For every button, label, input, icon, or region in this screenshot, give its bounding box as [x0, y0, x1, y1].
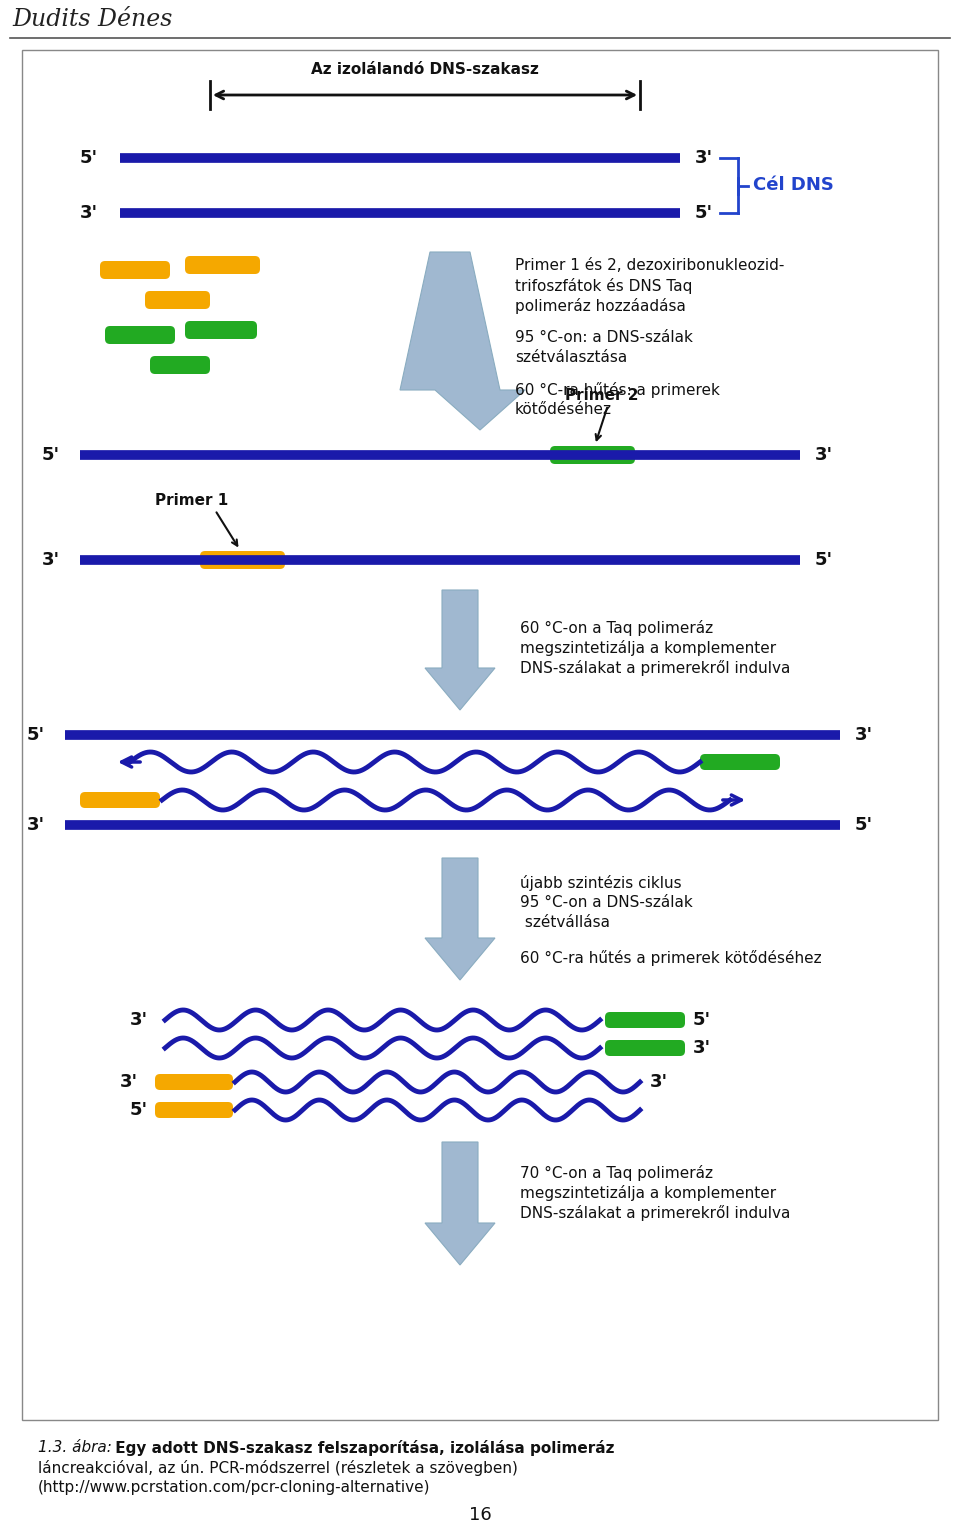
Text: 3': 3' [693, 1039, 711, 1057]
FancyBboxPatch shape [105, 325, 175, 344]
FancyBboxPatch shape [185, 321, 257, 339]
Text: 5': 5' [27, 726, 45, 744]
Text: 5': 5' [130, 1102, 148, 1118]
Text: DNS-szálakat a primerekről indulva: DNS-szálakat a primerekről indulva [520, 1206, 790, 1221]
Text: 3': 3' [130, 1012, 148, 1028]
Text: szétvállása: szétvállása [520, 915, 610, 931]
FancyBboxPatch shape [150, 356, 210, 374]
Text: kötődéséhez: kötődéséhez [515, 402, 612, 417]
FancyBboxPatch shape [155, 1074, 233, 1089]
Text: 5': 5' [855, 816, 874, 834]
Text: 3': 3' [815, 446, 833, 465]
Polygon shape [425, 590, 495, 711]
Text: 5': 5' [80, 150, 98, 167]
Polygon shape [425, 859, 495, 979]
FancyBboxPatch shape [605, 1012, 685, 1028]
Text: 5': 5' [815, 552, 833, 568]
Text: 95 °C-on: a DNS-szálak: 95 °C-on: a DNS-szálak [515, 330, 693, 345]
Text: 60 °C-ra hűtés a primerek kötődéséhez: 60 °C-ra hűtés a primerek kötődéséhez [520, 950, 822, 966]
Text: szétválasztása: szétválasztása [515, 350, 627, 365]
FancyBboxPatch shape [100, 261, 170, 280]
FancyBboxPatch shape [155, 1102, 233, 1118]
Text: újabb szintézis ciklus: újabb szintézis ciklus [520, 876, 682, 891]
Text: 5': 5' [693, 1012, 711, 1028]
Text: 5': 5' [695, 205, 713, 222]
Text: 60 °C-on a Taq polimeráz: 60 °C-on a Taq polimeráz [520, 620, 713, 636]
FancyBboxPatch shape [145, 290, 210, 309]
Text: Az izolálandó DNS-szakasz: Az izolálandó DNS-szakasz [311, 63, 539, 76]
Text: 1.3. ábra:: 1.3. ábra: [38, 1439, 112, 1455]
Polygon shape [400, 252, 525, 429]
Text: Primer 2: Primer 2 [565, 388, 638, 403]
Text: polimeráz hozzáadása: polimeráz hozzáadása [515, 298, 685, 313]
Text: 60 °C-ra hűtés: a primerek: 60 °C-ra hűtés: a primerek [515, 382, 720, 397]
Text: DNS-szálakat a primerekről indulva: DNS-szálakat a primerekről indulva [520, 660, 790, 675]
FancyBboxPatch shape [605, 1041, 685, 1056]
Text: Cél DNS: Cél DNS [753, 177, 834, 194]
FancyBboxPatch shape [200, 552, 285, 568]
Text: 70 °C-on a Taq polimeráz: 70 °C-on a Taq polimeráz [520, 1164, 713, 1181]
Text: megszintetizálja a komplementer: megszintetizálja a komplementer [520, 640, 776, 656]
Text: láncreakcióval, az ún. PCR-módszerrel (részletek a szövegben): láncreakcióval, az ún. PCR-módszerrel (r… [38, 1459, 517, 1476]
Text: trifoszfátok és DNS Taq: trifoszfátok és DNS Taq [515, 278, 692, 293]
Text: 3': 3' [80, 205, 98, 222]
FancyBboxPatch shape [550, 446, 635, 465]
Text: 3': 3' [120, 1073, 138, 1091]
Text: 3': 3' [650, 1073, 668, 1091]
Text: Egy adott DNS-szakasz felszaporítása, izolálása polimeráz: Egy adott DNS-szakasz felszaporítása, iz… [110, 1439, 614, 1456]
FancyBboxPatch shape [185, 257, 260, 274]
Text: 3': 3' [27, 816, 45, 834]
Text: 3': 3' [42, 552, 60, 568]
FancyBboxPatch shape [700, 753, 780, 770]
Text: Primer 1 és 2, dezoxiribonukleozid-: Primer 1 és 2, dezoxiribonukleozid- [515, 258, 784, 274]
Polygon shape [425, 1141, 495, 1265]
Text: 16: 16 [468, 1507, 492, 1523]
Text: 3': 3' [855, 726, 874, 744]
Text: Primer 1: Primer 1 [155, 494, 228, 507]
Text: megszintetizálja a komplementer: megszintetizálja a komplementer [520, 1186, 776, 1201]
FancyBboxPatch shape [80, 792, 160, 808]
Text: 3': 3' [695, 150, 713, 167]
Text: (http://www.pcrstation.com/pcr-cloning-alternative): (http://www.pcrstation.com/pcr-cloning-a… [38, 1481, 430, 1494]
Text: 95 °C-on a DNS-szálak: 95 °C-on a DNS-szálak [520, 895, 693, 911]
Text: 5': 5' [42, 446, 60, 465]
Bar [22, 50, 938, 1420]
Text: Dudits Dénes: Dudits Dénes [12, 8, 173, 31]
